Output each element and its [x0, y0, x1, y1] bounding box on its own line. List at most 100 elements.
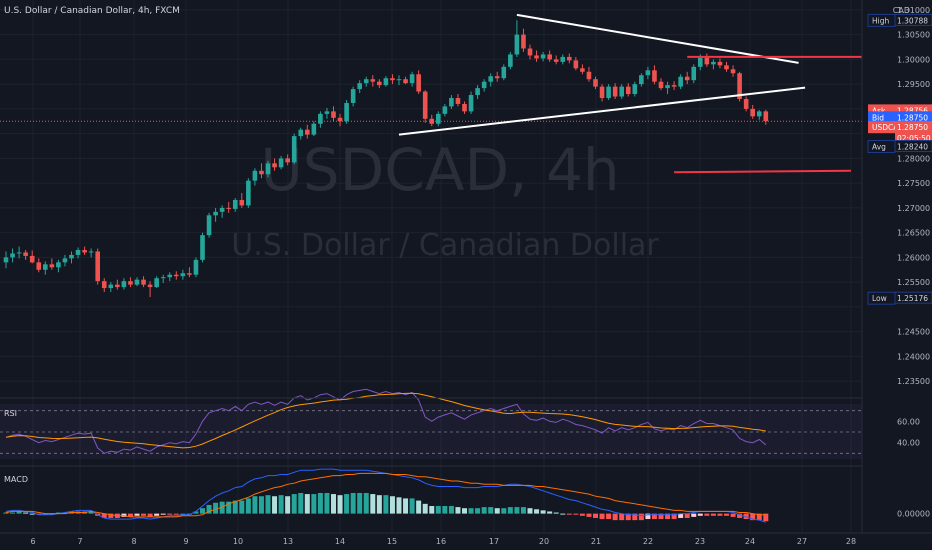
grid-lines [0, 0, 862, 533]
macd-histogram-bar [226, 501, 232, 514]
macd-tick-label: 0.00000 [897, 510, 930, 519]
macd-histogram-bar [442, 506, 448, 514]
candle-body [567, 56, 572, 61]
time-tick-label: 23 [695, 537, 705, 546]
candle-body [711, 61, 716, 65]
candle-body [521, 34, 526, 49]
macd-histogram-bar [3, 512, 9, 514]
candle-body [462, 103, 467, 112]
macd-histogram-bar [258, 496, 264, 514]
candle-body [645, 70, 651, 76]
macd-histogram-bar [29, 513, 35, 515]
macd-histogram-bar [278, 495, 284, 514]
macd-histogram-bar [62, 512, 68, 514]
price-tag-label-bg [868, 111, 895, 124]
candle-body [324, 111, 330, 114]
candle-body [174, 274, 179, 277]
price-tag-value-bg [895, 111, 932, 123]
macd-histogram-bar [514, 507, 520, 514]
time-axis[interactable]: 6 7 8 9 10 13 14 15 16 17 20 21 22 23 24 27 28 [30, 537, 856, 546]
macd-histogram-bar [180, 513, 186, 515]
time-tick-label: 22 [643, 537, 653, 546]
macd-histogram-bar [193, 511, 199, 514]
macd-histogram [3, 492, 769, 522]
candle-body [370, 79, 376, 82]
trendlines[interactable] [398, 13, 865, 174]
macd-histogram-bar [501, 508, 507, 514]
candle-body [226, 207, 231, 209]
macd-histogram-bar [344, 494, 350, 514]
support-line[interactable] [674, 169, 851, 174]
candle-body [422, 91, 428, 119]
macd-histogram-bar [206, 504, 212, 514]
candle-body [311, 123, 317, 135]
candle-body [416, 74, 421, 92]
price-tag-label: USDCAD [872, 123, 904, 132]
macd-label[interactable]: MACD [4, 475, 28, 484]
macd-histogram-bar [127, 513, 133, 517]
macd-histogram-bar [370, 494, 376, 514]
macd-histogram-bar [239, 500, 245, 514]
macd-histogram-bar [200, 508, 205, 514]
candle-body [10, 253, 15, 258]
macd-histogram-bar [42, 513, 48, 515]
candle-body [724, 65, 729, 70]
symbol-title[interactable]: U.S. Dollar / Canadian Dollar, 4h, FXCM [4, 6, 180, 16]
candle-body [403, 79, 408, 84]
macd-histogram-bar [547, 511, 553, 514]
candle-body [494, 76, 500, 79]
lower-trendline[interactable] [398, 86, 806, 136]
time-tick-label: 7 [77, 537, 82, 546]
candle-body [291, 136, 297, 163]
price-axis[interactable]: 1.31000 1.30500 1.30000 1.29500 1.28000 1.275… [897, 6, 930, 386]
price-tag-value-bg [894, 13, 932, 26]
macd-histogram-bar [383, 495, 389, 514]
macd-histogram-bar [632, 513, 638, 521]
candle-body [88, 251, 94, 253]
macd-histogram-bar [147, 513, 153, 517]
price-tick-label: 1.24000 [897, 352, 930, 361]
watermark-description: U.S. Dollar / Canadian Dollar [231, 228, 659, 263]
macd-histogram-bar [376, 495, 382, 514]
price-tag-label: Ask [872, 106, 886, 115]
macd-histogram-bar [710, 513, 716, 516]
candle-body [639, 75, 644, 85]
rsi-label[interactable]: RSI [4, 409, 17, 418]
price-tag-value-bg [894, 140, 932, 153]
candle-body [619, 86, 624, 97]
candle-body [265, 163, 271, 175]
candle-body [180, 273, 186, 277]
macd-histogram-bar [678, 513, 684, 518]
price-tag-value: 1.30788 [897, 16, 928, 25]
macd-histogram-bar [743, 513, 749, 520]
candle-body [134, 279, 140, 285]
candle-body [383, 78, 389, 86]
candle-body [239, 199, 245, 206]
candle-body [213, 211, 218, 216]
macd-histogram-bar [750, 513, 756, 521]
candle-body [101, 281, 107, 289]
candle-body [298, 129, 304, 137]
candle-body [409, 74, 415, 84]
price-tick-label: 1.26000 [897, 253, 930, 262]
upper-trendline[interactable] [516, 13, 799, 64]
candle-body [75, 249, 81, 255]
candle-body [475, 88, 480, 96]
time-tick-label: 28 [846, 537, 856, 546]
candle-body [246, 180, 251, 206]
candle-body [272, 163, 277, 168]
price-axis-bg [862, 0, 932, 550]
candle-body [160, 277, 166, 279]
rsi-ma-line [5, 392, 766, 449]
candle-body [527, 48, 533, 56]
price-tick-label: 1.25500 [897, 278, 930, 287]
candle-body [606, 86, 611, 99]
candle-body [95, 251, 100, 282]
macd-histogram-bar [16, 511, 22, 514]
macd-histogram-bar [429, 506, 435, 514]
price-tick-label: 1.26500 [897, 229, 930, 238]
candle-body [593, 79, 598, 87]
candle-body [43, 264, 48, 270]
price-tick-label: 1.31000 [897, 6, 930, 15]
